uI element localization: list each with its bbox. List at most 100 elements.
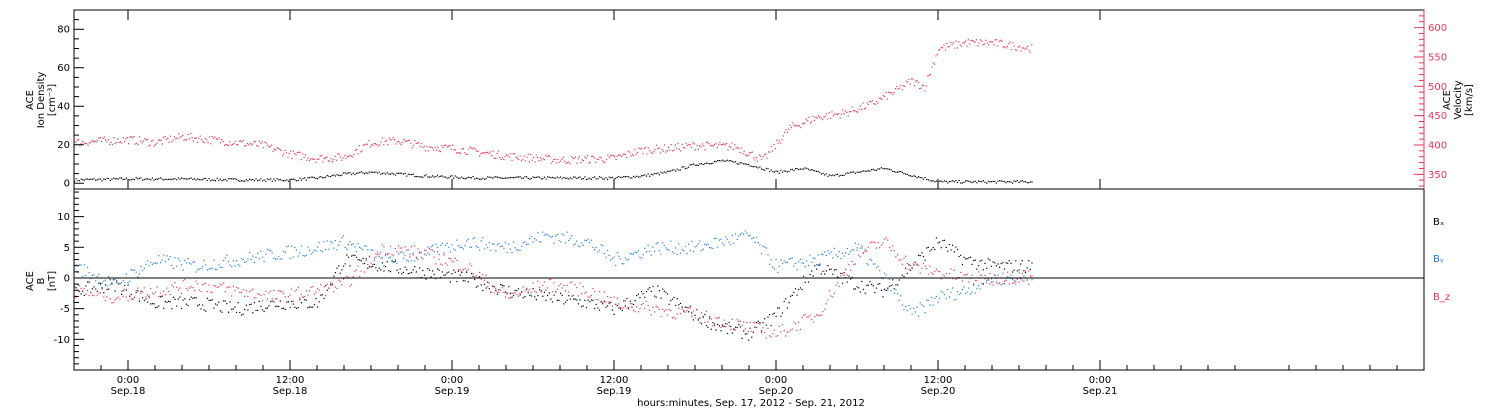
bx-point xyxy=(153,303,155,305)
bx-point xyxy=(809,273,811,276)
ion-density-point xyxy=(411,173,413,176)
bz-point xyxy=(790,329,792,331)
bz-point xyxy=(990,281,993,283)
bx-point xyxy=(1028,260,1030,262)
bz-point xyxy=(323,286,325,288)
by-point xyxy=(655,243,657,245)
bz-point xyxy=(783,329,785,332)
bz-point xyxy=(833,292,835,294)
ion-density-point xyxy=(692,163,694,165)
b-tick-label: -5 xyxy=(60,304,70,315)
velocity-point xyxy=(317,158,319,160)
ion-density-point xyxy=(464,178,466,180)
velocity-point xyxy=(994,39,996,41)
bz-point xyxy=(279,290,281,292)
bx-point xyxy=(741,337,743,339)
bx-point xyxy=(603,300,605,302)
velocity-point xyxy=(777,142,779,144)
velocity-point xyxy=(986,42,988,44)
bz-point xyxy=(511,292,513,294)
velocity-point xyxy=(808,116,810,118)
bz-point xyxy=(739,320,741,322)
bz-point xyxy=(200,291,202,293)
by-point xyxy=(93,274,95,276)
velocity-point xyxy=(1000,39,1002,41)
velocity-point xyxy=(153,145,155,147)
by-point xyxy=(984,274,986,276)
bx-point xyxy=(1016,270,1018,272)
bz-point xyxy=(765,337,767,339)
bx-point xyxy=(739,326,741,328)
bz-point xyxy=(686,310,688,312)
velocity-point xyxy=(101,140,103,143)
ion-density-point xyxy=(195,179,197,181)
ion-density-point xyxy=(856,171,858,173)
bx-point xyxy=(143,300,145,302)
by-point xyxy=(882,278,884,280)
velocity-point xyxy=(398,140,400,142)
velocity-point xyxy=(723,143,725,145)
velocity-point xyxy=(360,151,362,153)
velocity-axis-label-line3: [km/s] xyxy=(1464,84,1475,116)
velocity-point xyxy=(442,146,444,148)
velocity-point xyxy=(610,155,612,157)
velocity-point xyxy=(543,159,545,161)
bz-point xyxy=(778,325,780,327)
bx-point xyxy=(148,295,150,297)
bx-point xyxy=(730,325,732,328)
bz-point xyxy=(906,263,908,265)
ion-density-point xyxy=(459,177,461,179)
ion-density-point xyxy=(163,179,165,181)
bz-point xyxy=(307,294,309,296)
bz-point xyxy=(396,251,398,253)
ion-density-point xyxy=(202,179,204,181)
bz-point xyxy=(240,291,243,293)
velocity-point xyxy=(443,144,446,147)
bx-point xyxy=(978,265,980,267)
by-point xyxy=(969,293,972,295)
velocity-point xyxy=(932,62,934,64)
by-point xyxy=(364,245,366,247)
velocity-point xyxy=(121,142,123,144)
bx-point xyxy=(788,302,790,304)
bz-point xyxy=(208,284,210,286)
ion-density-point xyxy=(543,176,545,178)
velocity-point xyxy=(797,125,799,127)
by-point xyxy=(691,240,693,242)
bx-point xyxy=(493,286,495,288)
bz-point xyxy=(1010,274,1012,276)
velocity-point xyxy=(349,154,351,156)
velocity-point xyxy=(946,43,948,45)
bx-point xyxy=(853,288,855,290)
bx-point xyxy=(151,303,153,305)
bx-point xyxy=(435,278,437,280)
bx-point xyxy=(257,309,259,311)
velocity-point xyxy=(312,158,315,160)
by-point xyxy=(803,262,805,264)
by-point xyxy=(492,243,494,245)
ion-density-point xyxy=(909,175,912,177)
velocity-point xyxy=(399,142,401,144)
bx-point xyxy=(464,280,466,282)
ion-density-point xyxy=(608,176,610,178)
by-point xyxy=(602,245,604,247)
velocity-point xyxy=(1015,49,1017,51)
by-point xyxy=(367,249,369,251)
by-point xyxy=(383,265,385,267)
ion-density-point xyxy=(945,180,947,182)
velocity-point xyxy=(250,144,252,146)
by-point xyxy=(411,260,413,262)
by-point xyxy=(140,265,142,267)
velocity-point xyxy=(720,144,722,146)
ion-density-point xyxy=(966,180,968,182)
bx-point xyxy=(249,304,251,306)
velocity-point xyxy=(182,134,184,137)
velocity-point xyxy=(277,147,279,149)
ion-density-point xyxy=(521,177,523,179)
velocity-point xyxy=(142,140,145,142)
by-point xyxy=(121,282,123,284)
bx-point xyxy=(817,264,819,266)
bz-point xyxy=(879,247,881,249)
velocity-point xyxy=(307,157,309,159)
bz-point xyxy=(93,295,95,297)
